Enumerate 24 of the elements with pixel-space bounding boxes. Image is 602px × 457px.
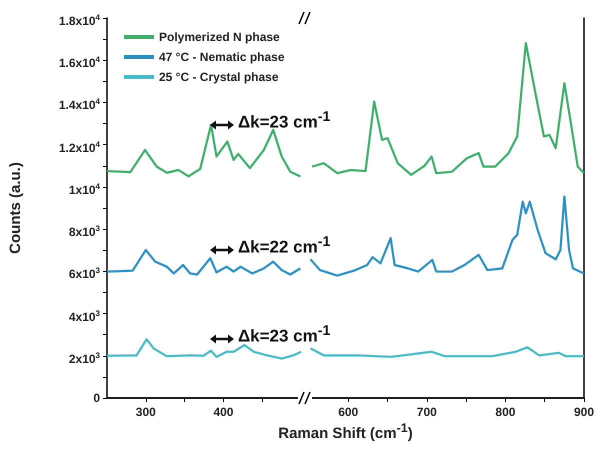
x-tick-label: 700 [416,405,438,419]
x-tick-label: 600 [338,405,359,419]
y-tick-label: 4x10$^{3}$ [68,308,100,325]
y-tick-label: 0 [93,390,100,406]
legend-label: Polymerized N phase [159,30,280,44]
legend-label: 25 °C - Crystal phase [159,70,279,84]
annotation: Δk=22 cm$^{-1}$ [238,234,330,258]
annotation: Δk=23 cm$^{-1}$ [238,323,330,347]
y-tick-label: 1.2x10$^{4}$ [58,138,100,156]
y-tick-label: 1.8x10$^{4}$ [58,12,100,29]
y-tick-label: 1x10$^{4}$ [68,180,100,198]
y-tick-label: 1.6x10$^{4}$ [58,54,100,72]
x-axis-title: Raman Shift (cm$^{-1}$) [277,421,414,442]
x-tick-label: 300 [136,405,156,419]
annotation: Δk=23 cm$^{-1}$ [238,108,330,132]
y-tick-label: 8x10$^{3}$ [68,223,100,240]
y-tick-label: 2x10$^{3}$ [68,350,100,367]
legend-label: 47 °C - Nematic phase [159,50,285,64]
x-tick-label: 900 [574,405,594,419]
x-tick-label: 800 [495,405,516,419]
x-tick-label: 400 [213,405,234,419]
y-tick-label: 6x10$^{3}$ [68,265,100,282]
y-tick-label: 1.4x10$^{4}$ [58,96,100,114]
y-axis-title: Counts (a.u.) [7,162,24,254]
